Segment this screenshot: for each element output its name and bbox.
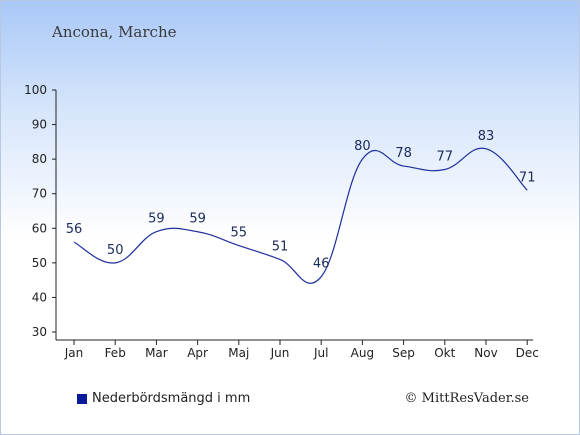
x-tick-label: Maj (228, 346, 249, 360)
data-label: 80 (354, 139, 371, 154)
data-label: 59 (189, 212, 206, 227)
chart-marks: 56 50 59 59 55 51 46 80 78 77 83 71 (66, 129, 536, 284)
y-tick-label: 70 (32, 187, 47, 201)
y-tick-label: 30 (32, 325, 47, 339)
data-label: 78 (395, 146, 412, 161)
x-tick-label: Sep (392, 346, 415, 360)
legend-swatch (77, 393, 87, 404)
x-tick-label: Feb (105, 346, 126, 360)
y-tick-label: 90 (32, 118, 47, 132)
y-tick-label: 80 (32, 152, 47, 166)
axes: 30 40 50 60 70 80 90 100 Jan Feb Mar Apr Maj Jun Jul Au… (24, 83, 539, 360)
series-line (73, 147, 528, 284)
data-label: 77 (437, 150, 454, 165)
data-label: 59 (148, 212, 165, 227)
x-tick-label: Apr (187, 346, 208, 360)
copyright-text: © MittResVader.se (404, 391, 529, 406)
data-label: 55 (231, 226, 248, 241)
y-tick-label: 60 (32, 221, 47, 235)
x-tick-label: Nov (474, 346, 497, 360)
chart-subtitle: Ancona, Marche (52, 23, 177, 41)
x-tick-label: Jan (64, 346, 84, 360)
data-label: 51 (272, 239, 289, 254)
data-label: 56 (66, 222, 83, 237)
data-label: 50 (107, 243, 124, 258)
x-tick-label: Dec (516, 346, 539, 360)
x-tick-label: Aug (351, 346, 374, 360)
x-tick-label: Okt (434, 346, 455, 360)
x-tick-label: Jul (313, 346, 328, 360)
y-tick-label: 50 (32, 256, 47, 270)
y-tick-label: 100 (24, 83, 47, 97)
y-tick-label: 40 (32, 290, 47, 304)
data-label: 46 (313, 257, 330, 272)
legend-label: Nederbördsmängd i mm (92, 391, 251, 406)
x-tick-label: Mar (145, 346, 168, 360)
x-tick-label: Jun (270, 346, 290, 360)
data-label: 71 (519, 170, 536, 185)
data-label: 83 (478, 129, 495, 144)
legend: Nederbördsmängd i mm (77, 391, 250, 406)
